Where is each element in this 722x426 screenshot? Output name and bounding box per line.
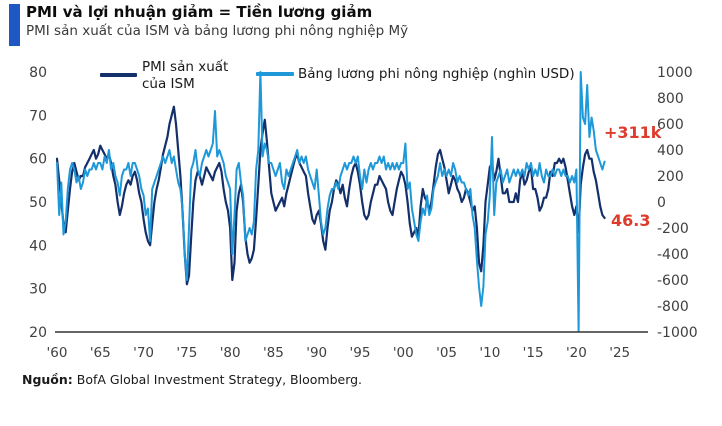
payrolls-line-series <box>56 71 606 332</box>
x-axis-tick-label: '25 <box>609 345 630 361</box>
right-axis-tick-label: 200 <box>657 169 684 185</box>
pmi-legend-label-line1: PMI sản xuất <box>142 59 229 75</box>
chart-subtitle: PMI sản xuất của ISM và bảng lương phi n… <box>26 23 409 39</box>
x-axis-tick-label: '70 <box>133 345 154 361</box>
right-axis-tick-label: -600 <box>657 273 689 289</box>
right-axis-tick-label: -200 <box>657 221 689 237</box>
right-axis-tick-label: -400 <box>657 247 689 263</box>
right-axis-tick-label: -1000 <box>657 325 698 341</box>
pmi-last-value-annotation: 46.3 <box>611 211 651 230</box>
left-axis-tick-label: 60 <box>29 152 47 168</box>
payrolls-legend-swatch <box>256 72 294 76</box>
right-axis-tick-label: 600 <box>657 117 684 133</box>
left-axis-tick-label: 50 <box>29 195 47 211</box>
left-axis-tick-label: 80 <box>29 65 47 81</box>
right-axis-tick-label: 1000 <box>657 65 693 81</box>
x-axis-tick-label: '80 <box>220 345 241 361</box>
x-axis-tick-label: '20 <box>566 345 587 361</box>
pmi-legend-label-line2: của ISM <box>142 76 195 92</box>
x-axis-tick-label: '15 <box>523 345 544 361</box>
x-axis-tick-label: '90 <box>306 345 327 361</box>
left-axis-tick-label: 70 <box>29 108 47 124</box>
left-axis-tick-label: 20 <box>29 325 47 341</box>
x-axis-tick-label: '10 <box>479 345 500 361</box>
x-axis-tick-label: '65 <box>90 345 111 361</box>
right-axis-tick-label: 800 <box>657 91 684 107</box>
left-axis-tick-label: 30 <box>29 282 47 298</box>
title-accent-bar <box>9 4 20 46</box>
x-axis-tick-label: '60 <box>47 345 68 361</box>
pmi-legend-swatch <box>100 73 137 77</box>
payrolls-legend-label: Bảng lương phi nông nghiệp (nghìn USD) <box>298 66 575 82</box>
source-prefix: Nguồn: <box>22 372 73 387</box>
x-axis-tick-label: '95 <box>350 345 371 361</box>
pmi-legend-label: PMI sản xuất của ISM <box>142 59 228 93</box>
source-text: BofA Global Investment Strategy, Bloombe… <box>72 372 363 387</box>
right-axis-tick-label: -800 <box>657 299 689 315</box>
x-axis-tick-label: '85 <box>263 345 284 361</box>
x-axis-tick-label: '75 <box>176 345 197 361</box>
pmi-line-series <box>55 105 606 286</box>
left-axis-tick-label: 40 <box>29 238 47 254</box>
right-axis-tick-label: 400 <box>657 143 684 159</box>
x-axis-tick-label: '05 <box>436 345 457 361</box>
right-axis-tick-label: 0 <box>657 195 666 211</box>
chart-title: PMI và lợi nhuận giảm = Tiền lương giảm <box>26 3 373 21</box>
source-note: Nguồn: BofA Global Investment Strategy, … <box>22 372 362 387</box>
x-axis-tick-label: '00 <box>393 345 414 361</box>
payrolls-last-value-annotation: +311k <box>604 123 662 142</box>
